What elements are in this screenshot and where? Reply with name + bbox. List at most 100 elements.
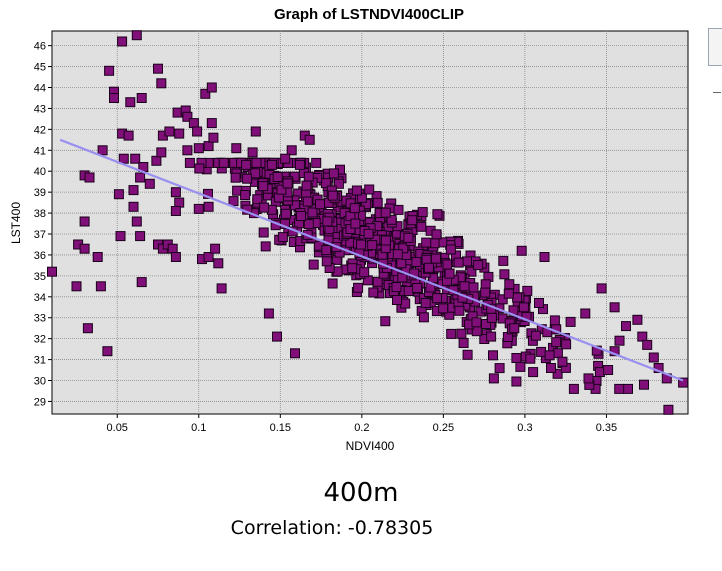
- data-point: [539, 252, 550, 262]
- data-point: [182, 145, 193, 156]
- data-point: [323, 235, 334, 246]
- data-point: [79, 243, 90, 254]
- data-point: [632, 314, 643, 325]
- side-panel-mark: [713, 92, 721, 93]
- data-point: [499, 269, 510, 280]
- data-point: [525, 353, 536, 364]
- data-point: [503, 288, 514, 299]
- data-point: [276, 184, 287, 195]
- data-point: [113, 189, 124, 200]
- data-point: [530, 330, 541, 341]
- y-tick-label: 46: [34, 41, 46, 53]
- data-point: [614, 383, 625, 394]
- data-point: [486, 312, 497, 323]
- data-point: [568, 383, 579, 394]
- data-point: [84, 172, 95, 183]
- data-point: [203, 141, 214, 152]
- data-point: [431, 253, 441, 264]
- scatter-chart: Graph of LSTNDVI400CLIP 29 30 31 32 33 34 35 36…: [9, 6, 689, 453]
- y-tick-label: 33: [34, 313, 46, 325]
- x-tick-label: 0.3: [517, 422, 532, 434]
- data-point: [203, 188, 213, 199]
- data-point: [327, 190, 338, 201]
- data-point: [580, 308, 591, 319]
- data-point: [302, 196, 313, 207]
- data-point: [432, 209, 443, 220]
- resolution-caption: 400m: [323, 478, 399, 508]
- data-point: [280, 208, 291, 219]
- data-point: [480, 287, 491, 298]
- data-point: [193, 143, 204, 154]
- x-tick-label: 0.35: [596, 422, 617, 434]
- data-point: [380, 207, 391, 218]
- data-point: [156, 147, 167, 158]
- data-point: [200, 88, 211, 99]
- data-point: [364, 184, 375, 195]
- data-point: [135, 172, 146, 183]
- data-point: [192, 126, 203, 137]
- data-point: [320, 178, 331, 189]
- side-panel-edge: [708, 28, 722, 66]
- data-point: [277, 232, 288, 243]
- data-point: [97, 145, 108, 156]
- data-point: [115, 231, 126, 242]
- data-point: [400, 298, 411, 309]
- data-point: [241, 159, 252, 170]
- data-point: [351, 185, 362, 196]
- data-point: [594, 367, 605, 378]
- data-point: [552, 348, 563, 359]
- data-point: [403, 232, 414, 243]
- x-tick-label: 0.2: [354, 422, 369, 434]
- data-point: [432, 293, 443, 304]
- data-point: [429, 238, 440, 249]
- data-point: [454, 305, 465, 316]
- data-point: [216, 283, 227, 294]
- data-point: [623, 383, 633, 394]
- y-tick-label: 37: [34, 229, 46, 241]
- y-tick-label: 36: [34, 250, 46, 262]
- data-point: [315, 199, 325, 210]
- data-point: [130, 153, 141, 164]
- data-point: [242, 173, 253, 184]
- data-point: [136, 93, 147, 103]
- data-point: [231, 143, 242, 154]
- data-point: [304, 134, 315, 145]
- data-point: [311, 157, 322, 168]
- data-point: [471, 317, 482, 328]
- data-point: [118, 153, 129, 164]
- data-point: [380, 316, 391, 327]
- data-point: [536, 346, 547, 357]
- data-point: [266, 159, 277, 170]
- data-point: [497, 294, 508, 305]
- data-point: [511, 353, 522, 363]
- data-point: [230, 172, 241, 183]
- data-point: [294, 159, 305, 170]
- y-tick-label: 38: [34, 208, 46, 220]
- data-point: [459, 281, 470, 292]
- data-point: [596, 283, 607, 294]
- data-point: [444, 268, 455, 279]
- data-point: [609, 302, 620, 313]
- data-point: [258, 227, 269, 238]
- data-point: [565, 316, 576, 327]
- data-point: [213, 258, 224, 269]
- data-point: [174, 197, 185, 208]
- data-point: [193, 203, 204, 214]
- data-point: [206, 118, 217, 129]
- chart-title: Graph of LSTNDVI400CLIP: [274, 6, 464, 23]
- data-point: [286, 145, 297, 156]
- data-point: [392, 249, 403, 260]
- data-point: [466, 266, 477, 277]
- y-axis-label: LST400: [9, 202, 23, 244]
- data-point: [488, 373, 499, 384]
- data-point: [128, 201, 139, 212]
- data-point: [167, 243, 178, 254]
- data-point: [386, 214, 397, 225]
- data-point: [416, 221, 427, 232]
- data-point: [494, 363, 505, 374]
- data-point: [170, 252, 181, 262]
- y-tick-label: 40: [34, 166, 46, 178]
- data-point: [380, 235, 391, 246]
- y-tick-label: 30: [34, 376, 46, 388]
- data-point: [144, 178, 155, 189]
